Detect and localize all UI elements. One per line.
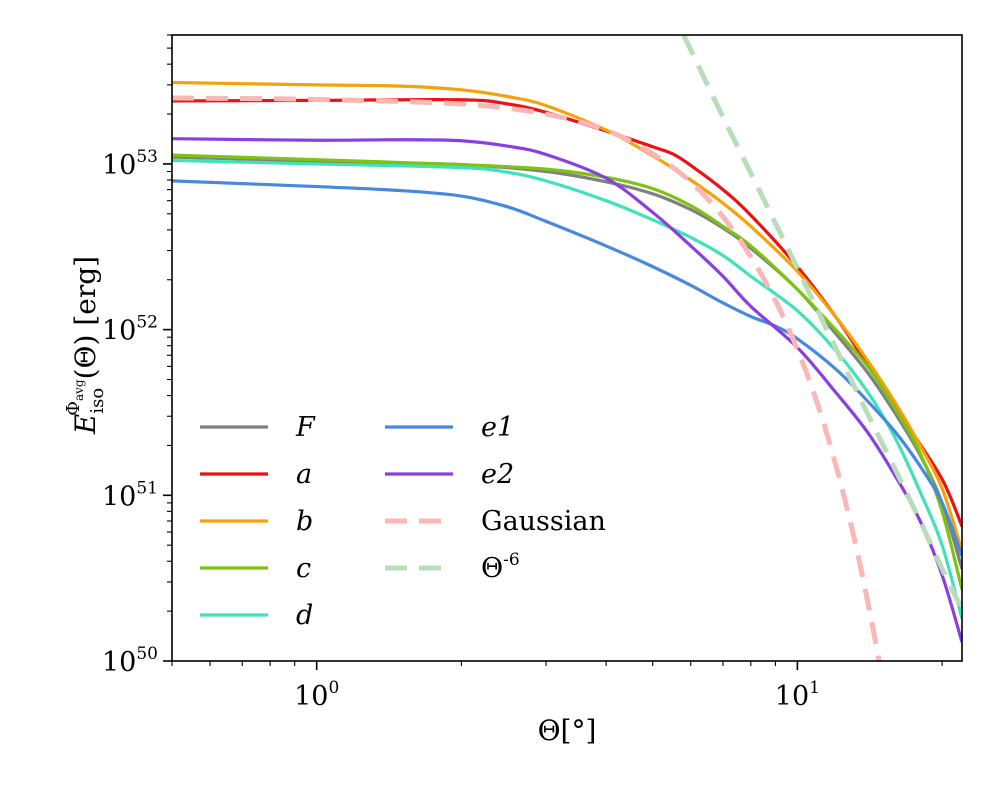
y-label-sub: iso [87, 388, 108, 414]
series-line-e2 [172, 137, 962, 643]
plot-frame [171, 34, 963, 662]
series-line-d [172, 158, 962, 620]
svg-text:EisoΦavg(Θ) [erg]: EisoΦavg(Θ) [erg] [63, 256, 108, 435]
series-line-Gaussian [172, 95, 882, 661]
y-tick-label: 1051 [102, 478, 158, 512]
legend-label-e1: e1 [481, 412, 514, 443]
ticks-layer [163, 34, 943, 670]
x-axis-label: Θ[°] [538, 714, 597, 747]
tick-labels: 100 101 1050 1051 1052 1053 [102, 147, 820, 712]
series-line-e1 [172, 179, 962, 557]
series-line-6 [681, 35, 962, 611]
y-tick-label: 1050 [102, 644, 158, 678]
y-label-main: E [69, 414, 102, 435]
legend-label-a: a [296, 459, 312, 490]
legend-label-6: Θ-6 [481, 550, 520, 584]
y-axis-label: EisoΦavg(Θ) [erg] [63, 256, 108, 435]
legend-label-Gaussian: Gaussian [481, 506, 606, 537]
y-label-rest: (Θ) [erg] [69, 256, 102, 379]
legend-label-e2: e2 [481, 459, 514, 490]
legend-label-F: F [295, 412, 316, 443]
legend-label-d: d [296, 600, 313, 631]
y-label-sup-sub: avg [72, 379, 86, 401]
legend-label-c: c [296, 553, 311, 584]
x-tick-label: 100 [294, 678, 339, 712]
plot-area [172, 35, 962, 661]
series-line-c [172, 153, 962, 590]
series-line-b [172, 80, 962, 552]
y-tick-label: 1052 [102, 313, 158, 347]
y-tick-label: 1053 [102, 147, 158, 181]
series-layer [172, 35, 962, 661]
y-label-sup: Φ [63, 401, 84, 416]
legend-label-b: b [296, 506, 313, 537]
x-tick-label: 101 [775, 678, 820, 712]
